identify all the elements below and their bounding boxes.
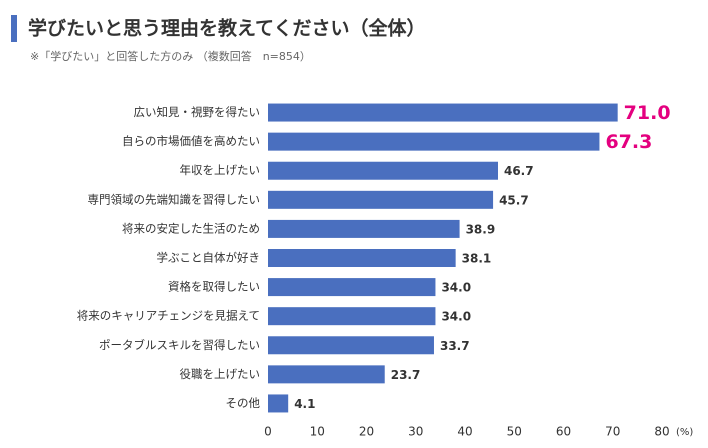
x-tick-label: 60 xyxy=(556,425,571,439)
value-label: 67.3 xyxy=(605,131,652,153)
x-tick-label: 70 xyxy=(605,425,620,439)
y-tick-label: 年収を上げたい xyxy=(180,163,261,177)
chart-subtitle: ※「学びたい」と回答した方のみ （複数回答 n=854） xyxy=(30,49,311,63)
bar xyxy=(268,278,436,297)
value-label: 45.7 xyxy=(499,193,529,207)
bar xyxy=(268,307,436,326)
value-label: 4.1 xyxy=(294,397,315,411)
bar xyxy=(268,190,494,209)
y-tick-label: 役職を上げたい xyxy=(180,367,261,381)
x-tick-label: 50 xyxy=(507,425,522,439)
value-label: 33.7 xyxy=(440,339,470,353)
x-tick-label: 0 xyxy=(264,425,272,439)
y-tick-label: 広い知見・視野を得たい xyxy=(134,105,261,119)
y-tick-label: その他 xyxy=(226,396,261,410)
value-label: 34.0 xyxy=(441,310,471,324)
y-tick-label: 将来のキャリアチェンジを見据えて xyxy=(77,309,260,323)
y-tick-label: 資格を取得したい xyxy=(168,280,260,294)
x-tick-label: 40 xyxy=(457,425,472,439)
y-tick-label: 将来の安定した生活のため xyxy=(122,221,260,235)
x-tick-label: 10 xyxy=(310,425,325,439)
bar xyxy=(268,336,434,355)
y-tick-label: 学ぶこと自体が好き xyxy=(157,251,261,265)
y-tick-label: 専門領域の先端知識を習得したい xyxy=(88,192,261,206)
x-tick-label: 80 xyxy=(654,425,669,439)
chart-title: 学びたいと思う理由を教えてください（全体） xyxy=(28,17,425,40)
y-tick-label: 自らの市場価値を高めたい xyxy=(122,134,260,148)
y-tick-label: ポータブルスキルを習得したい xyxy=(99,338,260,352)
bar xyxy=(268,219,460,238)
bar xyxy=(268,249,456,267)
x-tick-label: 30 xyxy=(408,425,423,439)
bar xyxy=(268,161,498,180)
value-label: 71.0 xyxy=(624,102,671,124)
bar xyxy=(268,103,618,122)
value-label: 23.7 xyxy=(391,368,421,382)
x-axis-unit: (%) xyxy=(676,427,693,438)
value-label: 38.1 xyxy=(462,252,492,266)
bar xyxy=(268,365,385,384)
value-label: 46.7 xyxy=(504,164,534,178)
bar xyxy=(268,394,289,413)
title-accent xyxy=(11,15,17,42)
bar xyxy=(268,132,600,151)
x-tick-label: 20 xyxy=(359,425,374,439)
value-label: 34.0 xyxy=(441,281,471,295)
value-label: 38.9 xyxy=(466,222,496,236)
